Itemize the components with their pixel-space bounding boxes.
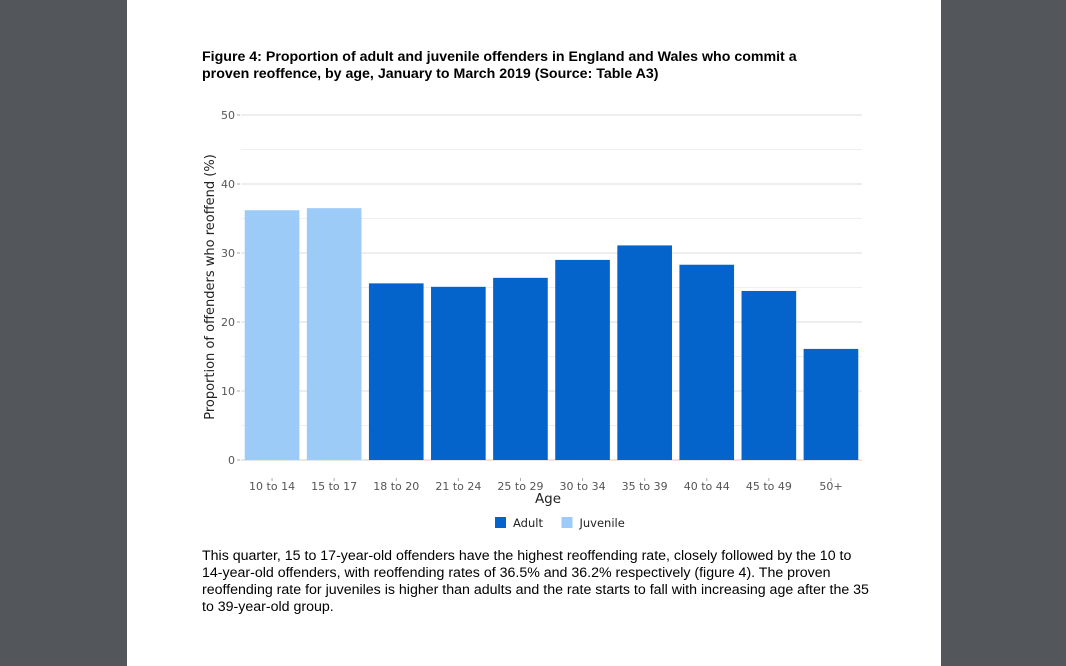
x-tick-label: 50+: [819, 480, 842, 493]
x-tick-label: 45 to 49: [746, 480, 792, 493]
y-tick-label: 0: [228, 454, 235, 467]
x-tick-label: 25 to 29: [497, 480, 543, 493]
legend-label-juvenile: Juvenile: [579, 516, 625, 530]
figure-title: Figure 4: Proportion of adult and juveni…: [202, 49, 797, 82]
y-tick-label: 40: [221, 178, 235, 191]
x-axis-title: Age: [535, 491, 561, 507]
bar-18-to-20: [368, 283, 424, 460]
bar-50-: [803, 348, 859, 460]
bar-chart: 10 to 14 15 to 17 18 to 20 21 to 24 25 to 29…: [203, 109, 862, 530]
x-tick-label: 35 to 39: [622, 480, 668, 493]
x-tick-label: 18 to 20: [373, 480, 419, 493]
bar-30-to-34: [555, 259, 610, 460]
x-tick-label: 40 to 44: [684, 480, 730, 493]
x-tick-label: 21 to 24: [435, 480, 481, 493]
x-tick-label: 30 to 34: [560, 480, 606, 493]
legend-swatch-adult: [495, 517, 506, 528]
legend-swatch-juvenile: [561, 517, 573, 528]
bar-45-to-49: [741, 290, 797, 460]
body-paragraph: This quarter, 15 to 17-year-old offender…: [202, 548, 869, 615]
y-tick-label: 50: [221, 109, 235, 122]
x-tick-label: 15 to 17: [311, 480, 357, 493]
y-tick-label: 30: [221, 247, 235, 260]
bar-21-to-24: [431, 286, 486, 460]
legend-label-adult: Adult: [513, 516, 543, 530]
bar-35-to-39: [617, 245, 672, 460]
bar-15-to-17: [306, 208, 362, 460]
bar-10-to-14: [244, 210, 300, 460]
y-tick-label: 20: [221, 316, 235, 329]
bar-40-to-44: [679, 264, 735, 460]
y-tick-label: 10: [221, 385, 235, 398]
x-tick-label: 10 to 14: [249, 480, 295, 493]
bar-25-to-29: [493, 277, 548, 460]
y-axis-title: Proportion of offenders who reoffend (%): [203, 154, 218, 420]
chart-legend: Adult Juvenile: [495, 516, 625, 530]
document-page: Figure 4: Proportion of adult and juveni…: [127, 0, 941, 666]
